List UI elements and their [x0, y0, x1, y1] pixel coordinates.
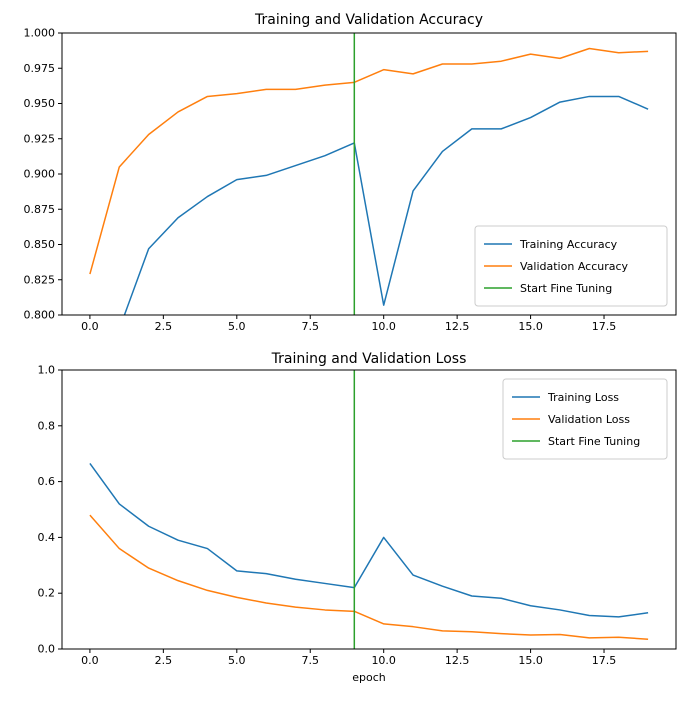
- legend-frame: [502, 378, 668, 460]
- y-tick-label: 0.950: [24, 97, 56, 110]
- y-tick-label: 0.800: [24, 309, 56, 322]
- y-tick-label: 0.925: [24, 132, 56, 145]
- y-tick-label: 0.825: [24, 273, 56, 286]
- x-tick-label: 5.0: [228, 654, 246, 667]
- y-tick-label: 0.2: [38, 587, 56, 600]
- series-line-training-loss: [89, 463, 649, 618]
- y-tick-label: 0.875: [24, 203, 56, 216]
- y-tick-label: 0.6: [38, 475, 56, 488]
- loss-chart: Training and Validation Loss epoch 0.0 2.…: [38, 351, 677, 684]
- legend: Training Accuracy Validation Accuracy Star…: [474, 225, 668, 307]
- x-tick-label: 15.0: [518, 654, 543, 667]
- legend-label: Training Loss: [547, 391, 619, 404]
- legend-label: Start Fine Tuning: [548, 435, 640, 448]
- accuracy-chart-title: Training and Validation Accuracy: [254, 12, 483, 28]
- legend-label: Validation Loss: [548, 413, 630, 426]
- x-tick-label: 10.0: [371, 320, 396, 333]
- y-tick-label: 1.000: [24, 27, 56, 40]
- axes-frame: [61, 32, 677, 316]
- x-tick-label: 0.0: [81, 654, 99, 667]
- x-tick-label: 17.5: [592, 320, 617, 333]
- x-tick-label: 7.5: [301, 320, 319, 333]
- x-tick-label: 15.0: [518, 320, 543, 333]
- x-axis-label: epoch: [352, 671, 386, 684]
- series-line-training-accuracy: [123, 95, 649, 315]
- legend-label: Training Accuracy: [519, 238, 618, 251]
- x-tick-label: 17.5: [592, 654, 617, 667]
- accuracy-chart: Training and Validation Accuracy 0.0 2.5 5…: [24, 12, 677, 333]
- y-tick-label: 0.0: [38, 643, 56, 656]
- y-tick-label: 1.0: [38, 364, 56, 377]
- x-tick-label: 10.0: [371, 654, 396, 667]
- y-tick-label: 0.4: [38, 531, 56, 544]
- y-tick-label: 0.850: [24, 238, 56, 251]
- legend-label: Validation Accuracy: [520, 260, 629, 273]
- x-tick-label: 12.5: [445, 654, 470, 667]
- x-tick-label: 7.5: [301, 654, 319, 667]
- axes-frame: [61, 369, 677, 650]
- legend-label: Start Fine Tuning: [520, 282, 612, 295]
- x-tick-label: 5.0: [228, 320, 246, 333]
- y-tick-label: 0.8: [38, 419, 56, 432]
- series-line-validation-loss: [89, 514, 649, 640]
- x-tick-label: 12.5: [445, 320, 470, 333]
- x-tick-label: 2.5: [155, 654, 173, 667]
- x-tick-label: 2.5: [155, 320, 173, 333]
- legend: Training Loss Validation Loss Start Fine T…: [502, 378, 668, 460]
- loss-chart-title: Training and Validation Loss: [271, 351, 467, 367]
- y-tick-label: 0.975: [24, 62, 56, 75]
- legend-frame: [474, 225, 668, 307]
- x-tick-label: 0.0: [81, 320, 99, 333]
- y-tick-label: 0.900: [24, 168, 56, 181]
- series-line-validation-accuracy: [89, 47, 649, 275]
